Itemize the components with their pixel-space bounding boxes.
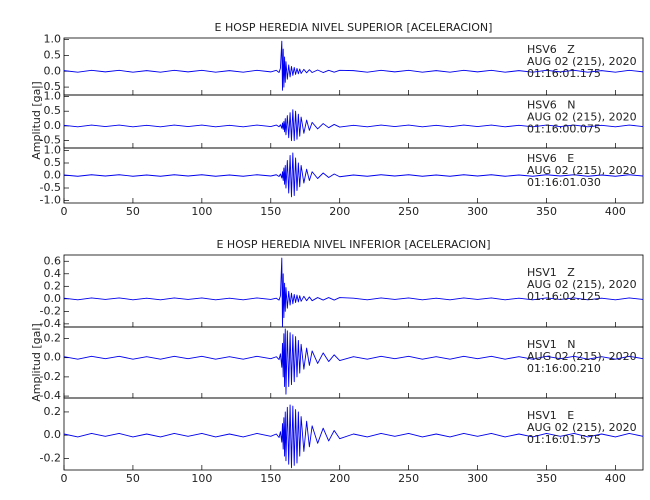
trace (63, 152, 644, 198)
y-tick-label: 0.0 (44, 119, 62, 132)
station-label: HSV6 N (527, 98, 576, 111)
chart-title: E HOSP HEREDIA NIVEL INFERIOR [ACELERACI… (216, 238, 490, 251)
time-label: 01:16:01.030 (527, 176, 601, 189)
x-tick-label: 250 (398, 472, 419, 485)
date-label: AUG 02 (215), 2020 (527, 350, 637, 363)
y-tick-label: 0.0 (44, 351, 62, 364)
x-tick-label: 400 (605, 205, 626, 218)
trace (63, 109, 644, 142)
x-tick-label: 100 (191, 472, 212, 485)
y-tick-label: 0.0 (44, 292, 62, 305)
x-tick-label: 250 (398, 205, 419, 218)
y-tick-label: 0.0 (44, 64, 62, 77)
y-tick-label: -0.2 (40, 451, 61, 464)
date-label: AUG 02 (215), 2020 (527, 110, 637, 123)
y-tick-label: 0.0 (44, 428, 62, 441)
y-tick-label: 0.0 (44, 169, 62, 182)
date-label: AUG 02 (215), 2020 (527, 55, 637, 68)
trace (63, 404, 644, 469)
y-tick-label: -0.5 (40, 80, 61, 93)
station-label: HSV6 Z (527, 43, 575, 56)
x-tick-label: 150 (260, 472, 281, 485)
station-label: HSV1 E (527, 409, 574, 422)
station-label: HSV6 E (527, 152, 574, 165)
x-tick-label: 200 (329, 472, 350, 485)
chart-title: E HOSP HEREDIA NIVEL SUPERIOR [ACELERACI… (215, 21, 493, 34)
y-axis-label: Amplitud [gal] (30, 323, 43, 401)
y-tick-label: 0.5 (44, 48, 62, 61)
date-label: AUG 02 (215), 2020 (527, 421, 637, 434)
x-tick-label: 0 (61, 205, 68, 218)
y-tick-label: 1.0 (44, 144, 62, 157)
x-tick-label: 300 (467, 472, 488, 485)
date-label: AUG 02 (215), 2020 (527, 278, 637, 291)
trace (63, 40, 644, 91)
y-tick-label: 0.5 (44, 156, 62, 169)
y-tick-label: 0.6 (44, 254, 62, 267)
y-tick-label: 1.0 (44, 89, 62, 102)
x-tick-label: 400 (605, 472, 626, 485)
y-tick-label: -0.4 (40, 389, 61, 402)
y-axis-label: Amplitud [gal] (30, 81, 43, 159)
y-tick-label: -0.2 (40, 370, 61, 383)
x-tick-label: 50 (126, 472, 140, 485)
x-tick-label: 50 (126, 205, 140, 218)
x-tick-label: 150 (260, 205, 281, 218)
time-label: 01:16:00.075 (527, 122, 601, 135)
y-tick-label: -0.5 (40, 181, 61, 194)
x-tick-label: 350 (536, 472, 557, 485)
x-tick-label: 100 (191, 205, 212, 218)
y-tick-label: -0.4 (40, 317, 61, 330)
x-tick-label: 300 (467, 205, 488, 218)
time-label: 01:16:02.125 (527, 290, 601, 303)
x-tick-label: 0 (61, 472, 68, 485)
y-tick-label: -0.2 (40, 304, 61, 317)
y-tick-label: 1.0 (44, 33, 62, 46)
x-tick-label: 350 (536, 205, 557, 218)
time-label: 01:16:01.175 (527, 67, 601, 80)
y-tick-label: 0.2 (44, 279, 62, 292)
y-tick-label: 0.5 (44, 104, 62, 117)
y-tick-label: 0.2 (44, 405, 62, 418)
y-tick-label: -0.5 (40, 134, 61, 147)
station-label: HSV1 Z (527, 266, 575, 279)
x-tick-label: 200 (329, 205, 350, 218)
date-label: AUG 02 (215), 2020 (527, 164, 637, 177)
y-tick-label: 0.2 (44, 332, 62, 345)
y-tick-label: -1.0 (40, 194, 61, 207)
trace (63, 328, 644, 395)
time-label: 01:16:00.210 (527, 362, 601, 375)
station-label: HSV1 N (527, 338, 576, 351)
y-tick-label: 0.4 (44, 267, 62, 280)
trace (63, 257, 644, 328)
time-label: 01:16:01.575 (527, 433, 601, 446)
